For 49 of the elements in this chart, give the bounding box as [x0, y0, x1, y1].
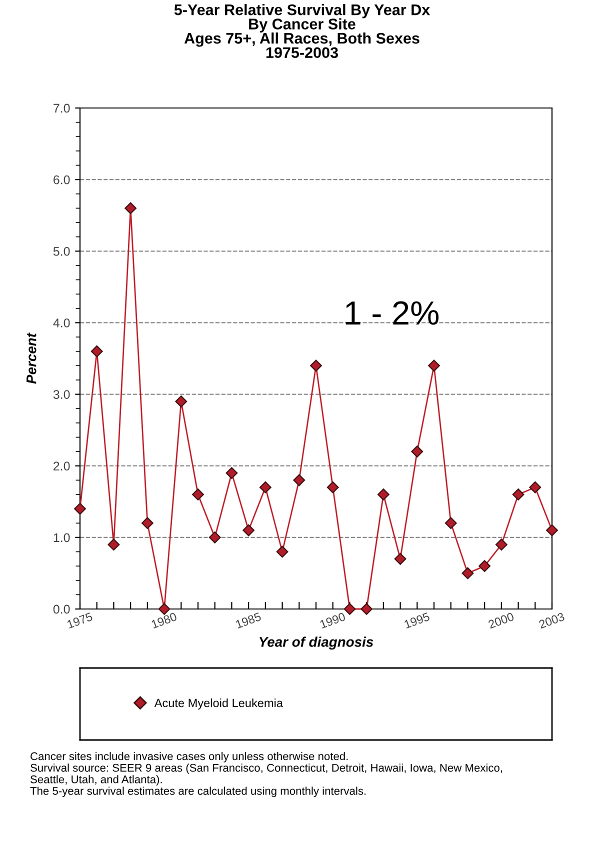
x-tick-label: 2003 [538, 612, 565, 629]
point [444, 517, 457, 530]
x-tick-label: 2000 [488, 612, 514, 629]
y-tick-label: 6.0 [54, 175, 70, 184]
y-tick-label: 5.0 [53, 246, 70, 256]
x-tick-label: 1975 [66, 612, 93, 629]
point [175, 395, 188, 408]
point [411, 446, 424, 458]
y-axis-title: Percent [26, 332, 36, 384]
point [428, 360, 440, 372]
x-tick-label: 1995 [404, 612, 430, 629]
legend-label: Acute Myeloid Leukemia [154, 698, 283, 710]
point [360, 603, 373, 615]
point [546, 524, 558, 536]
point [512, 488, 524, 500]
x-axis-title: Year of diagnosis [260, 636, 374, 650]
y-tick-label: 7.0 [54, 104, 70, 113]
point [141, 517, 154, 530]
text: Cancer sites include invasive cases only unless otherwise noted. Survival source: SEER 9 areas (San Francisco, Connecticut, Detroit, Hawaii, Iowa, New Mexico, Seattle, Utah, and Atlanta). The 5-year survival estimates are calculated using monthly intervals. [30, 752, 502, 798]
y-tick-label: 4.0 [53, 318, 70, 328]
point [326, 481, 339, 494]
y-tick-label: 3.0 [53, 390, 70, 399]
point [90, 345, 103, 358]
annotation: 1 - 2% [346, 301, 439, 325]
point [478, 560, 491, 572]
point [276, 546, 288, 558]
point [192, 488, 204, 500]
point [394, 552, 406, 565]
y-tick-label: 0.0 [53, 604, 70, 614]
point [462, 567, 474, 580]
point [377, 488, 390, 500]
point [108, 538, 120, 551]
point [259, 481, 272, 494]
point [310, 360, 322, 372]
x-tick-label: 1990 [320, 612, 346, 629]
chart-title: 5-Year Relative Survival By Year Dx By Cancer Site Ages 75+, All Races, Both Sexes 1975-2003 [174, 4, 430, 58]
y-tick-label: 1.0 [54, 533, 70, 542]
point [529, 481, 542, 494]
point [124, 202, 137, 214]
point [226, 467, 238, 479]
point [495, 538, 508, 551]
point [242, 524, 255, 536]
x-tick-label: 1980 [151, 612, 178, 629]
y-tick-label: 2.0 [54, 462, 70, 471]
point [74, 502, 86, 515]
x-tick-label: 1985 [235, 612, 262, 629]
point [344, 603, 356, 615]
point [293, 474, 306, 486]
point [208, 531, 221, 544]
